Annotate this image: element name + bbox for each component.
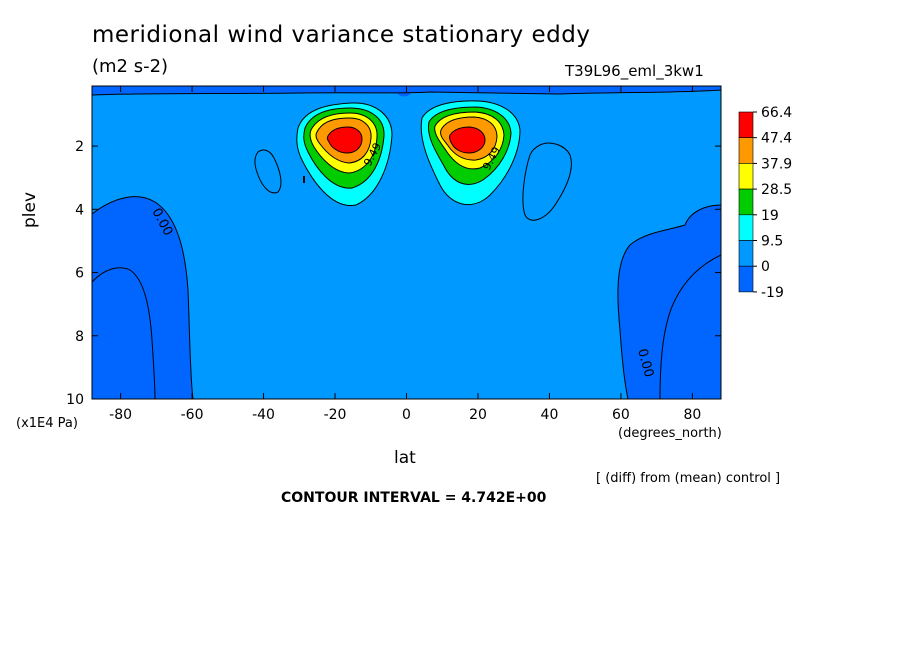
colorbar-label: 66.4 [761, 105, 792, 121]
south-level-red [327, 127, 362, 153]
contour-line [449, 126, 486, 154]
colorbar-swatch [738, 188, 754, 216]
x-tick-label: 80 [683, 407, 701, 423]
colorbar-swatch [738, 163, 754, 190]
x-tick-label: 40 [541, 407, 559, 423]
contour-interval-label: CONTOUR INTERVAL = 4.742E+00 [281, 490, 547, 506]
x-tick-label: 0 [402, 407, 411, 423]
chart-title: meridional wind variance stationary eddy [92, 22, 591, 48]
contour-line [440, 116, 498, 161]
axes: -80 -60 -40 -20 0 20 40 60 80 2 4 6 8 10 [66, 86, 721, 423]
contour-line [92, 89, 721, 96]
colorbar: 66.4 47.4 37.9 28.5 19 9.5 0 -19 [738, 105, 792, 301]
colorbar-swatch [738, 214, 754, 241]
colorbar-label: 37.9 [761, 156, 792, 172]
colorbar-label: -19 [761, 285, 784, 301]
colorbar-label: 9.5 [761, 234, 783, 250]
x-tick-label: 60 [612, 407, 630, 423]
contour-lines [92, 89, 721, 399]
diff-note: [ (diff) from (mean) control ] [596, 471, 781, 486]
colorbar-swatch [738, 265, 754, 293]
contour-line [303, 107, 385, 189]
colorbar-label: 19 [761, 208, 779, 224]
contour-line [92, 267, 156, 399]
contour-line [254, 149, 282, 194]
colorbar-label: 28.5 [761, 182, 792, 198]
y-tick-label: 4 [75, 202, 84, 218]
contour-label: 0.00 [634, 347, 656, 379]
units-label: (m2 s-2) [92, 56, 169, 77]
contour-line [427, 106, 512, 185]
colorbar-label: 47.4 [761, 131, 792, 147]
right-negative-region [617, 205, 721, 399]
contour-line [434, 111, 505, 170]
contour-line [326, 126, 363, 154]
x-axis-label: lat [394, 448, 416, 468]
contour-line [92, 196, 194, 399]
y-tick-label: 6 [75, 266, 84, 282]
y-tick-label: 2 [75, 139, 84, 155]
colorbar-swatch [738, 240, 754, 267]
contour-fills [92, 86, 721, 399]
contour-line [522, 142, 572, 221]
x-tick-label: -60 [181, 407, 204, 423]
colorbar-swatch [738, 111, 754, 139]
x-tick-label: -80 [109, 407, 132, 423]
contour-line [315, 117, 372, 164]
north-level-red [449, 127, 485, 153]
colorbar-label: 0 [761, 259, 770, 275]
background-level [92, 86, 721, 399]
colorbar-swatch [738, 137, 754, 164]
x-tick-label: -40 [252, 407, 275, 423]
left-negative-region [92, 196, 193, 399]
x-tick-label: -20 [324, 407, 347, 423]
y-unit-label: (x1E4 Pa) [16, 416, 78, 431]
contour-line [296, 102, 393, 206]
x-unit-label: (degrees_north) [618, 426, 722, 441]
contour-line [659, 254, 721, 399]
contour-line [617, 204, 721, 399]
x-tick-label: 20 [469, 407, 487, 423]
contour-line [420, 100, 521, 205]
run-id-label: T39L96_eml_3kw1 [565, 62, 704, 80]
y-tick-label: 10 [66, 392, 84, 408]
contour-line [309, 112, 378, 174]
y-tick-label: 8 [75, 329, 84, 345]
